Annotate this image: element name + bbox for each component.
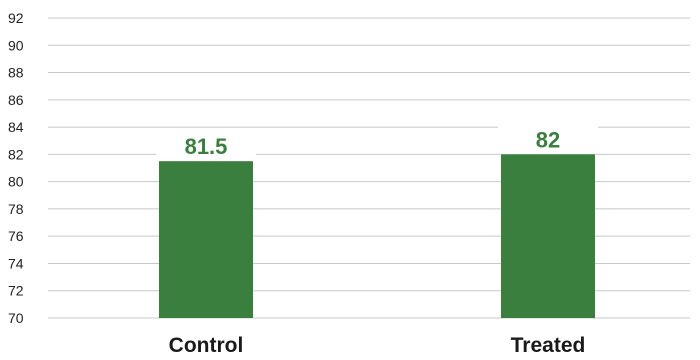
y-axis-ticks: 70 72 74 76 78 80 82 84 86 88 90 92 (8, 10, 24, 326)
y-tick-label: 76 (8, 228, 24, 244)
y-tick-label: 74 (8, 255, 24, 271)
gridlines (48, 17, 690, 319)
bar-treated (501, 154, 595, 318)
y-tick-label: 88 (8, 65, 24, 81)
y-tick-label: 70 (8, 310, 24, 326)
data-label: 82 (536, 127, 560, 152)
bar-control (159, 161, 253, 318)
category-label: Treated (511, 334, 586, 357)
data-label: 81.5 (185, 134, 228, 159)
data-labels: 81.5 82 (156, 124, 598, 160)
y-tick-label: 78 (8, 201, 24, 217)
y-tick-label: 80 (8, 174, 24, 190)
y-tick-label: 84 (8, 119, 24, 135)
x-axis-categories: Control Treated (169, 334, 586, 357)
y-tick-label: 72 (8, 283, 24, 299)
y-tick-label: 90 (8, 37, 24, 53)
bars (159, 154, 595, 318)
category-label: Control (169, 334, 244, 357)
y-tick-label: 86 (8, 92, 24, 108)
y-tick-label: 92 (8, 10, 24, 26)
data-label-background (498, 124, 598, 153)
data-label-background (156, 131, 256, 160)
y-tick-label: 82 (8, 146, 24, 162)
